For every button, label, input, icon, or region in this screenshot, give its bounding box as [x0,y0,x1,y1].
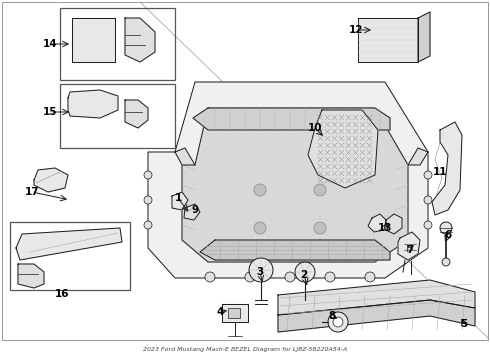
Text: 9: 9 [192,205,198,215]
Circle shape [254,184,266,196]
Circle shape [205,272,215,282]
Circle shape [328,312,348,332]
Polygon shape [368,214,386,232]
Text: 11: 11 [433,167,447,177]
Bar [10,222,130,290]
Polygon shape [34,168,68,192]
Polygon shape [278,300,475,332]
Polygon shape [172,192,188,210]
Polygon shape [278,280,475,315]
Polygon shape [125,18,155,62]
Circle shape [424,171,432,179]
Circle shape [144,221,152,229]
Circle shape [314,222,326,234]
Text: 4: 4 [216,307,224,317]
Polygon shape [18,264,44,288]
Polygon shape [16,228,122,260]
Polygon shape [418,12,430,62]
Circle shape [285,272,295,282]
Circle shape [440,222,452,234]
Polygon shape [193,108,390,130]
Circle shape [314,184,326,196]
Text: 8: 8 [328,311,336,321]
Text: 10: 10 [308,123,322,133]
Polygon shape [182,108,408,262]
Text: 16: 16 [55,289,69,299]
Circle shape [442,258,450,266]
Circle shape [365,272,375,282]
Text: 7: 7 [406,245,414,255]
Circle shape [249,258,273,282]
Text: 3: 3 [256,267,264,277]
Text: 5: 5 [461,319,467,329]
Circle shape [325,272,335,282]
Circle shape [245,272,255,282]
Text: 17: 17 [24,187,39,197]
Text: 6: 6 [444,230,452,240]
Polygon shape [308,110,378,188]
Circle shape [424,196,432,204]
Text: 15: 15 [43,107,57,117]
Polygon shape [148,82,428,278]
Text: 14: 14 [43,39,57,49]
Text: 2023 Ford Mustang Mach-E BEZEL Diagram for LJ8Z-58220A54-A: 2023 Ford Mustang Mach-E BEZEL Diagram f… [143,347,347,352]
Polygon shape [125,100,148,128]
Circle shape [144,171,152,179]
Bar [60,84,175,148]
Bar [228,308,240,318]
Circle shape [424,221,432,229]
Polygon shape [184,204,200,220]
Polygon shape [398,232,420,260]
Polygon shape [68,90,118,118]
Text: 12: 12 [349,25,363,35]
Polygon shape [222,304,248,322]
Polygon shape [386,214,402,234]
Polygon shape [432,122,462,215]
Polygon shape [408,148,428,165]
Polygon shape [175,148,195,165]
Polygon shape [358,18,418,62]
Text: 13: 13 [378,223,392,233]
Text: 2: 2 [300,270,308,280]
Polygon shape [72,18,115,62]
Polygon shape [200,240,390,260]
Circle shape [295,262,315,282]
Text: 1: 1 [174,193,182,203]
Circle shape [333,317,343,327]
Circle shape [254,222,266,234]
Bar [60,8,175,80]
Circle shape [144,196,152,204]
